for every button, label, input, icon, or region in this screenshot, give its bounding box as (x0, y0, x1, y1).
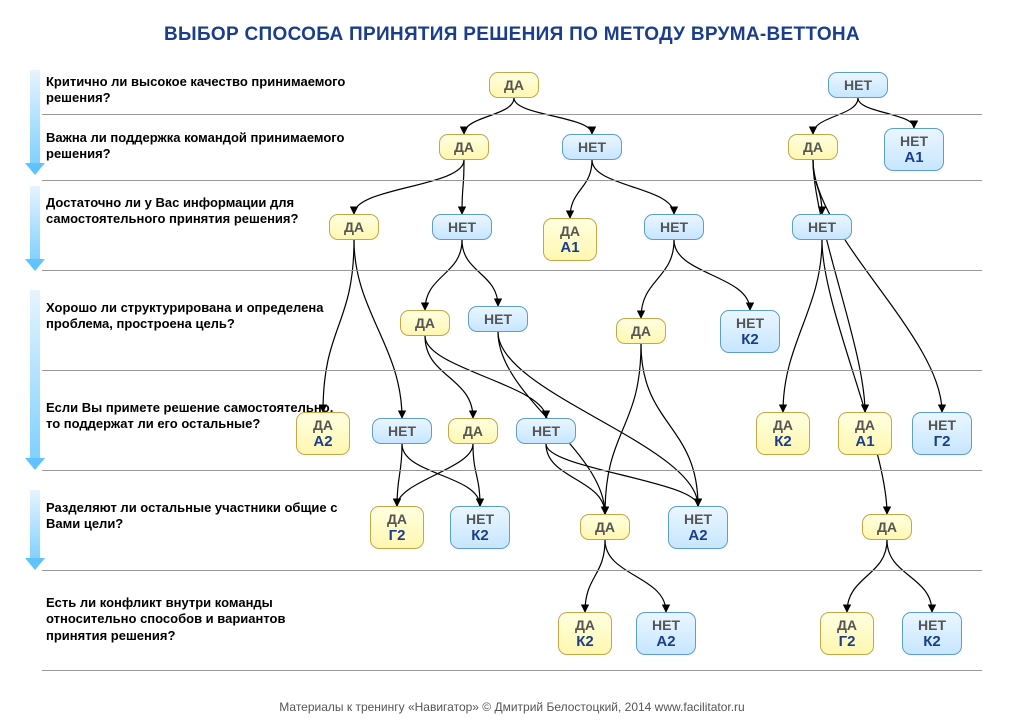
decision-node-r2b: НЕТ (562, 134, 622, 160)
decision-node-r6e: ДА (862, 514, 912, 540)
decision-node-r2d: НЕТА1 (884, 128, 944, 171)
question-6: Разделяют ли остальные участники общие с… (46, 500, 346, 533)
decision-node-r7a: ДАК2 (558, 612, 612, 655)
row-divider (42, 370, 982, 371)
question-2: Важна ли поддержка командой принимаемого… (46, 130, 346, 163)
decision-node-r2a: ДА (439, 134, 489, 160)
decision-node-r3c: ДАА1 (543, 218, 597, 261)
decision-node-r3b: НЕТ (432, 214, 492, 240)
question-3: Достаточно ли у Вас информации для самос… (46, 195, 346, 228)
flow-arrow-icon (30, 186, 40, 261)
decision-node-r3d: НЕТ (644, 214, 704, 240)
decision-node-r6b: НЕТК2 (450, 506, 510, 549)
decision-node-r5f: ДАА1 (838, 412, 892, 455)
flow-arrow-icon (30, 490, 40, 560)
decision-node-r5e: ДАК2 (756, 412, 810, 455)
decision-node-r4a: ДА (400, 310, 450, 336)
flow-arrow-icon (30, 70, 40, 165)
row-divider (42, 670, 982, 671)
decision-node-r4d: НЕТК2 (720, 310, 780, 353)
footer-text: Материалы к тренингу «Навигатор» © Дмитр… (0, 700, 1024, 714)
decision-node-r5b: НЕТ (372, 418, 432, 444)
flow-arrow-icon (30, 290, 40, 460)
question-7: Есть ли конфликт внутри команды относите… (46, 595, 346, 644)
row-divider (42, 114, 982, 115)
decision-node-r2c: ДА (788, 134, 838, 160)
decision-node-r5a: ДАА2 (296, 412, 350, 455)
decision-node-r1a: ДА (489, 72, 539, 98)
decision-node-r6d: НЕТА2 (668, 506, 728, 549)
decision-node-r5g: НЕТГ2 (912, 412, 972, 455)
question-4: Хорошо ли структурирована и определена п… (46, 300, 346, 333)
question-1: Критично ли высокое качество принимаемог… (46, 74, 346, 107)
decision-node-r7d: НЕТК2 (902, 612, 962, 655)
row-divider (42, 570, 982, 571)
decision-node-r4b: НЕТ (468, 306, 528, 332)
row-divider (42, 470, 982, 471)
page-title: ВЫБОР СПОСОБА ПРИНЯТИЯ РЕШЕНИЯ ПО МЕТОДУ… (0, 24, 1024, 46)
decision-node-r5d: НЕТ (516, 418, 576, 444)
decision-node-r3a: ДА (329, 214, 379, 240)
decision-node-r6c: ДА (580, 514, 630, 540)
decision-node-r7c: ДАГ2 (820, 612, 874, 655)
decision-node-r6a: ДАГ2 (370, 506, 424, 549)
decision-node-r3e: НЕТ (792, 214, 852, 240)
row-divider (42, 180, 982, 181)
decision-node-r5c: ДА (448, 418, 498, 444)
row-divider (42, 270, 982, 271)
decision-node-r7b: НЕТА2 (636, 612, 696, 655)
decision-node-r1b: НЕТ (828, 72, 888, 98)
decision-node-r4c: ДА (616, 318, 666, 344)
